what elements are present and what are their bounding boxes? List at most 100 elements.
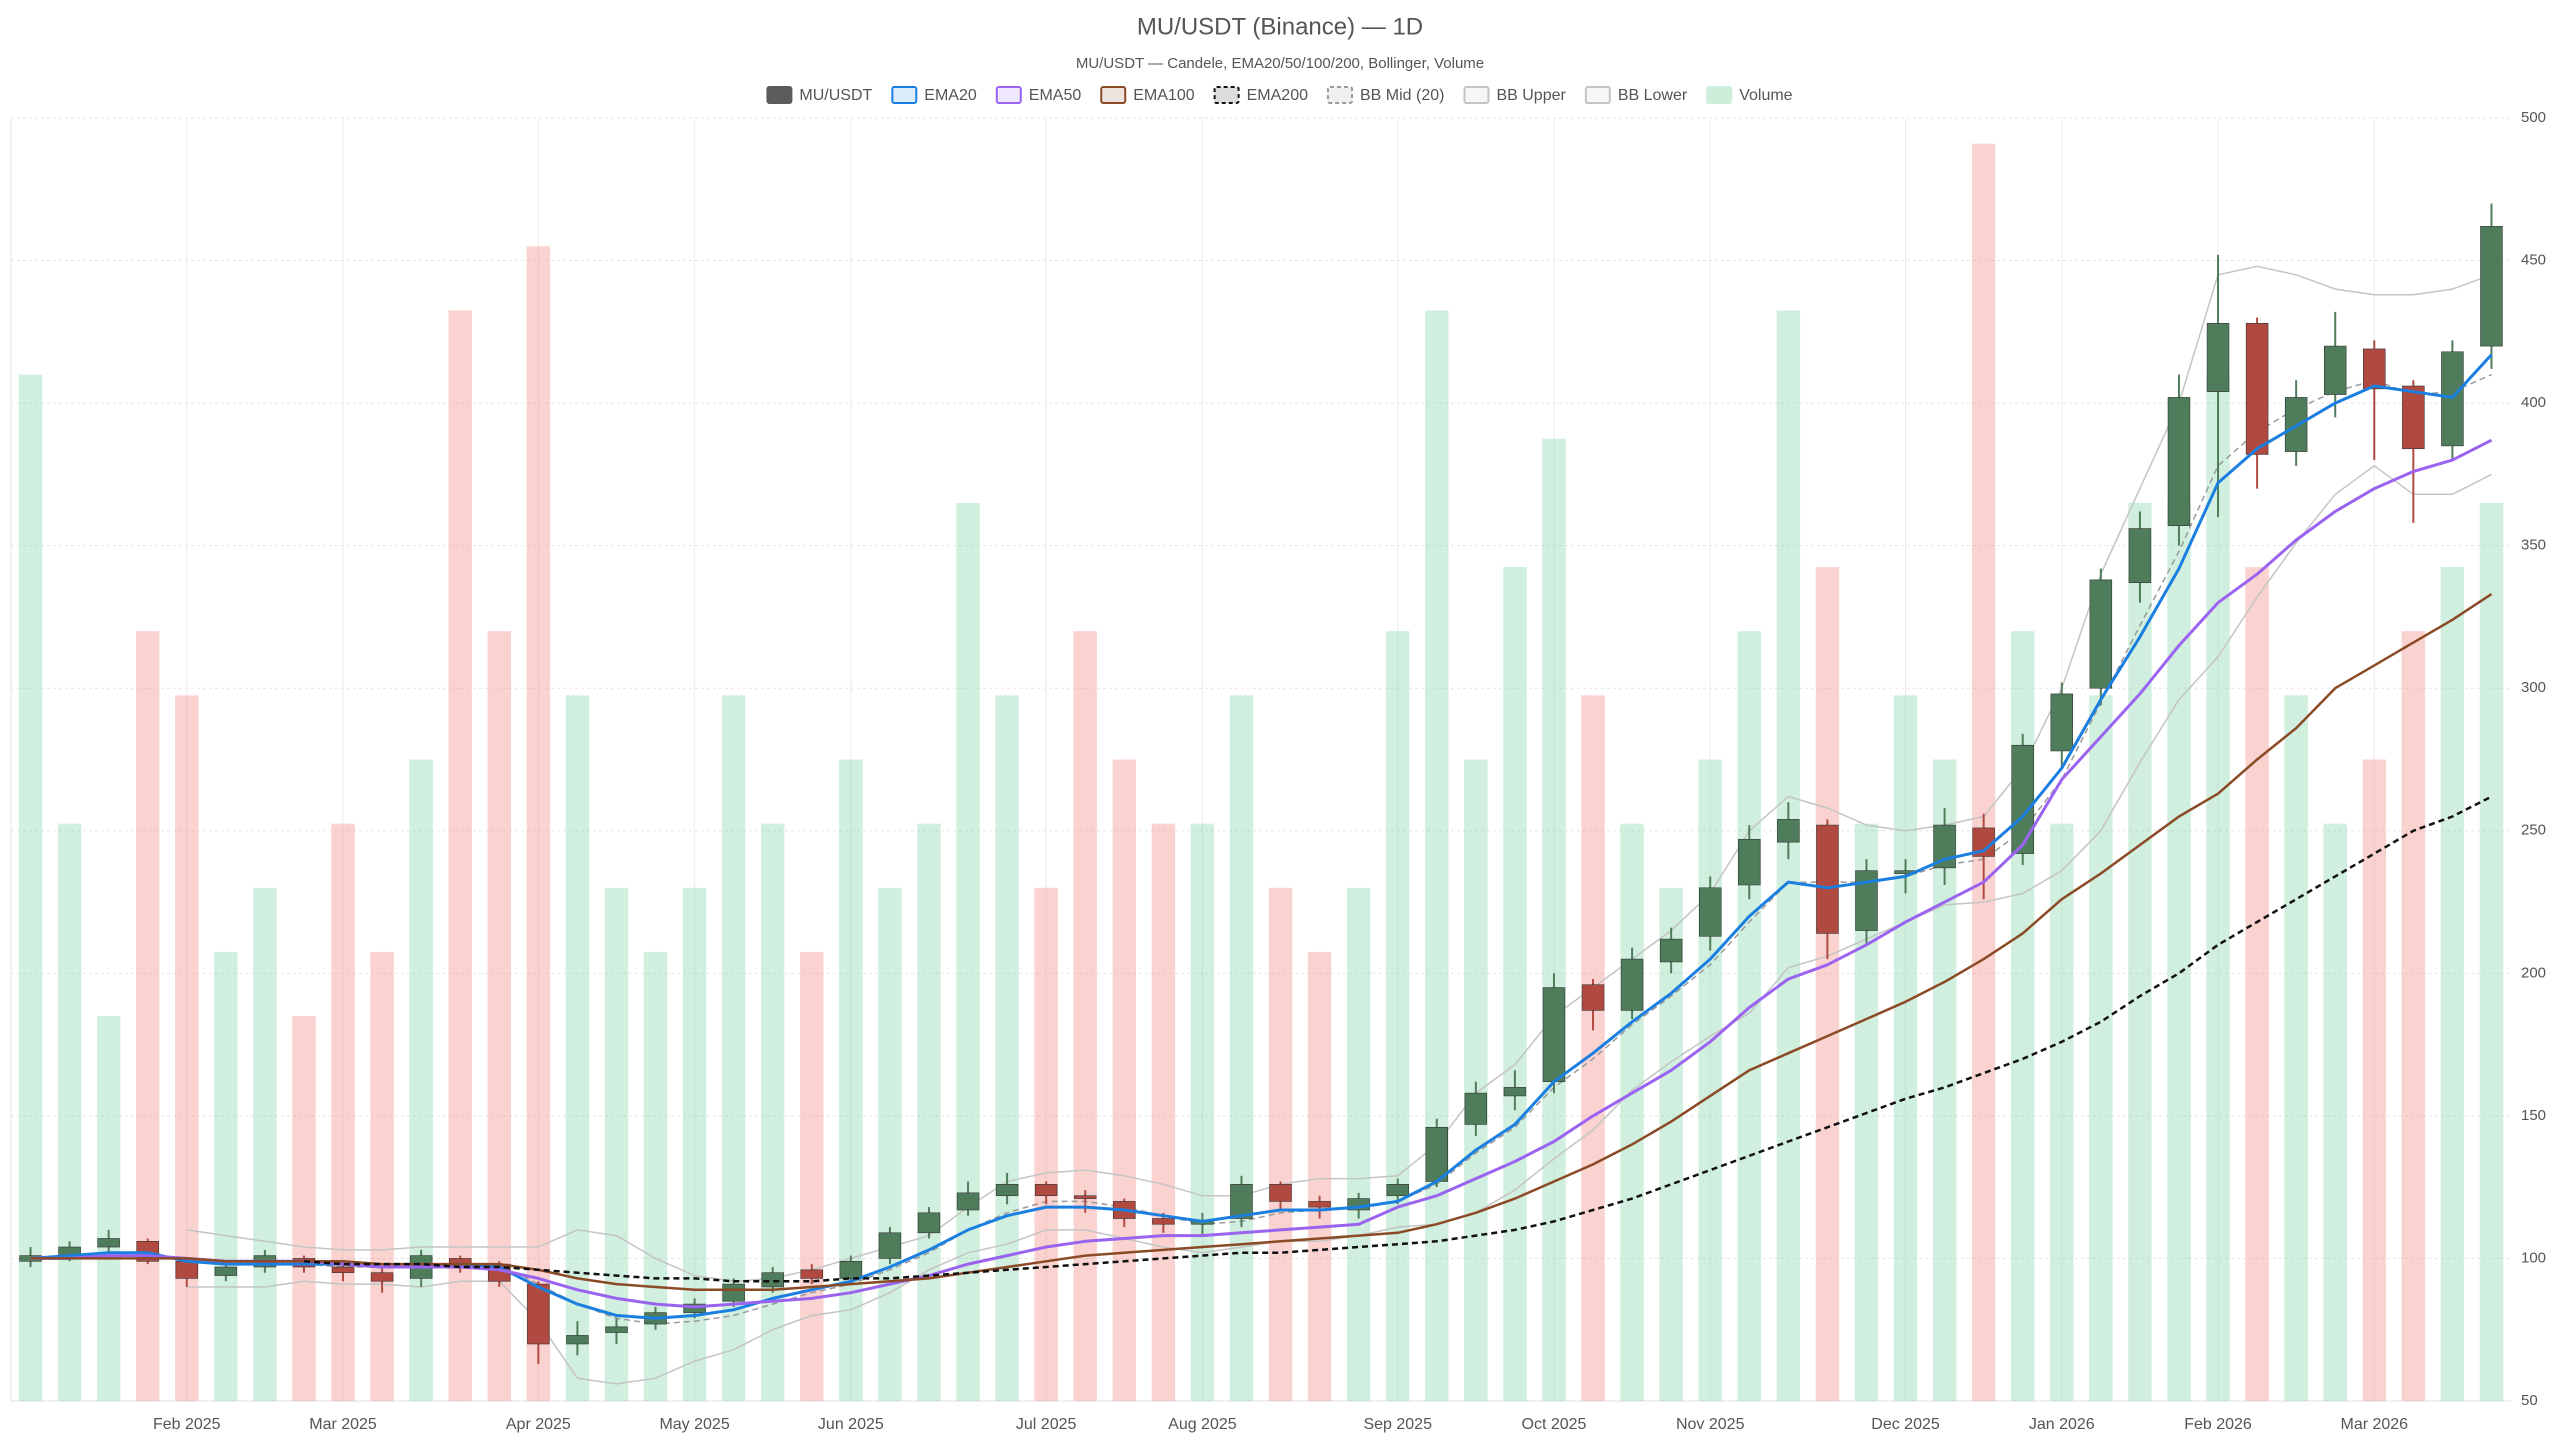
candle-body [2167,397,2191,527]
candle-body [2089,579,2113,689]
volume-bar [878,887,902,1401]
legend-item: EMA100 [1100,86,1195,104]
volume-bar [1542,438,1566,1401]
candle-body [839,1260,863,1279]
volume-bar [2479,502,2504,1401]
candle-body [175,1260,199,1279]
legend-item: BB Upper [1463,86,1567,104]
volume-bar [1229,695,1254,1401]
candle-body [2480,226,2503,347]
volume-bar [370,951,394,1401]
volume-bar [1034,887,1058,1401]
volume-bar [1112,759,1136,1401]
candle-body [2206,322,2230,393]
legend-item: EMA200 [1213,86,1308,104]
legend-swatch [1100,86,1127,104]
y-tick-label: 350 [2521,537,2546,554]
x-tick-label: Mar 2025 [309,1416,377,1433]
lines-layer [30,353,2493,1320]
chart-title: MU/USDT (Binance) — 1D [1137,13,1423,40]
volume-bar [917,823,941,1401]
x-tick-label: Apr 2025 [506,1416,571,1433]
legend-item: EMA20 [891,86,977,104]
volume-bar [1464,759,1488,1401]
candle-body [2128,528,2152,584]
volume-bar [448,310,472,1402]
y-tick-label: 100 [2521,1249,2546,1266]
volume-bar [331,823,355,1401]
candle-body [2245,322,2269,455]
x-tick-label: Dec 2025 [1871,1416,1940,1433]
candle-body [1073,1195,1097,1199]
candle-body [370,1272,394,1282]
candle-body [1464,1092,1488,1125]
candle-body [1855,870,1878,931]
volume-bar [761,823,785,1401]
y-tick-label: 450 [2521,252,2546,269]
volume-bar [136,631,160,1401]
candle-body [97,1238,120,1248]
candle-body [1425,1126,1449,1182]
line-series [186,265,2492,1283]
x-tick-label: Aug 2025 [1168,1416,1237,1433]
volume-bar [2401,631,2426,1401]
candle-body [214,1266,238,1276]
volume-bar [1307,951,1332,1401]
candle-body [878,1232,902,1259]
volume-bar [1737,631,1761,1401]
volume-bar [2050,823,2074,1401]
volume-bar [1073,631,1097,1401]
candle-body [566,1335,589,1345]
candle-body [1581,984,1605,1011]
x-tick-label: Mar 2026 [2340,1416,2408,1433]
x-tick-label: Feb 2026 [2184,1416,2252,1433]
candle-body [1386,1184,1409,1197]
grid-layer [10,117,2511,1402]
volume-bar [995,695,1019,1401]
legend-item: BB Mid (20) [1326,86,1444,104]
candle-body [1659,938,1683,963]
volume-bar [721,695,746,1401]
y-tick-label: 250 [2521,822,2546,839]
candle-body [331,1266,355,1274]
line-series [186,465,2492,1385]
volume-bar [1581,695,1605,1401]
volume-bar [292,1016,316,1401]
volume-bar [682,887,707,1401]
candle-body [2363,348,2386,390]
y-tick-label: 50 [2521,1392,2538,1409]
volume-layer [18,143,2504,1402]
legend-label: BB Upper [1496,87,1566,104]
volume-bar [1932,759,1957,1401]
candle-body [1503,1087,1527,1097]
volume-bar [175,695,199,1401]
candle-body [1269,1184,1292,1202]
volume-bar [1268,887,1293,1401]
volume-bar [526,246,551,1401]
legend-swatch [766,86,793,104]
candle-body [956,1192,980,1211]
volume-bar [1425,310,1449,1402]
volume-bar [57,823,82,1401]
volume-bar [1620,823,1644,1401]
volume-bar [1698,759,1722,1401]
candle-body [2323,345,2347,395]
candle-body [1542,987,1566,1082]
y-tick-label: 500 [2521,109,2546,126]
chart-subtitle: MU/USDT — Candele, EMA20/50/100/200, Bol… [1076,55,1484,72]
legend-swatch [1213,86,1240,104]
candle-body [1620,958,1644,1011]
legend-label: EMA50 [1029,87,1082,104]
legend-swatch [891,86,918,104]
legend-swatch [1584,86,1611,104]
legend-swatch [1463,86,1490,104]
legend-label: Volume [1739,87,1792,104]
x-tick-label: Jun 2025 [818,1416,884,1433]
candle-body [605,1326,628,1333]
volume-bar [1503,567,1527,1401]
legend-label: EMA200 [1247,87,1308,104]
candle-body [1816,824,1839,934]
volume-bar [1893,695,1918,1401]
